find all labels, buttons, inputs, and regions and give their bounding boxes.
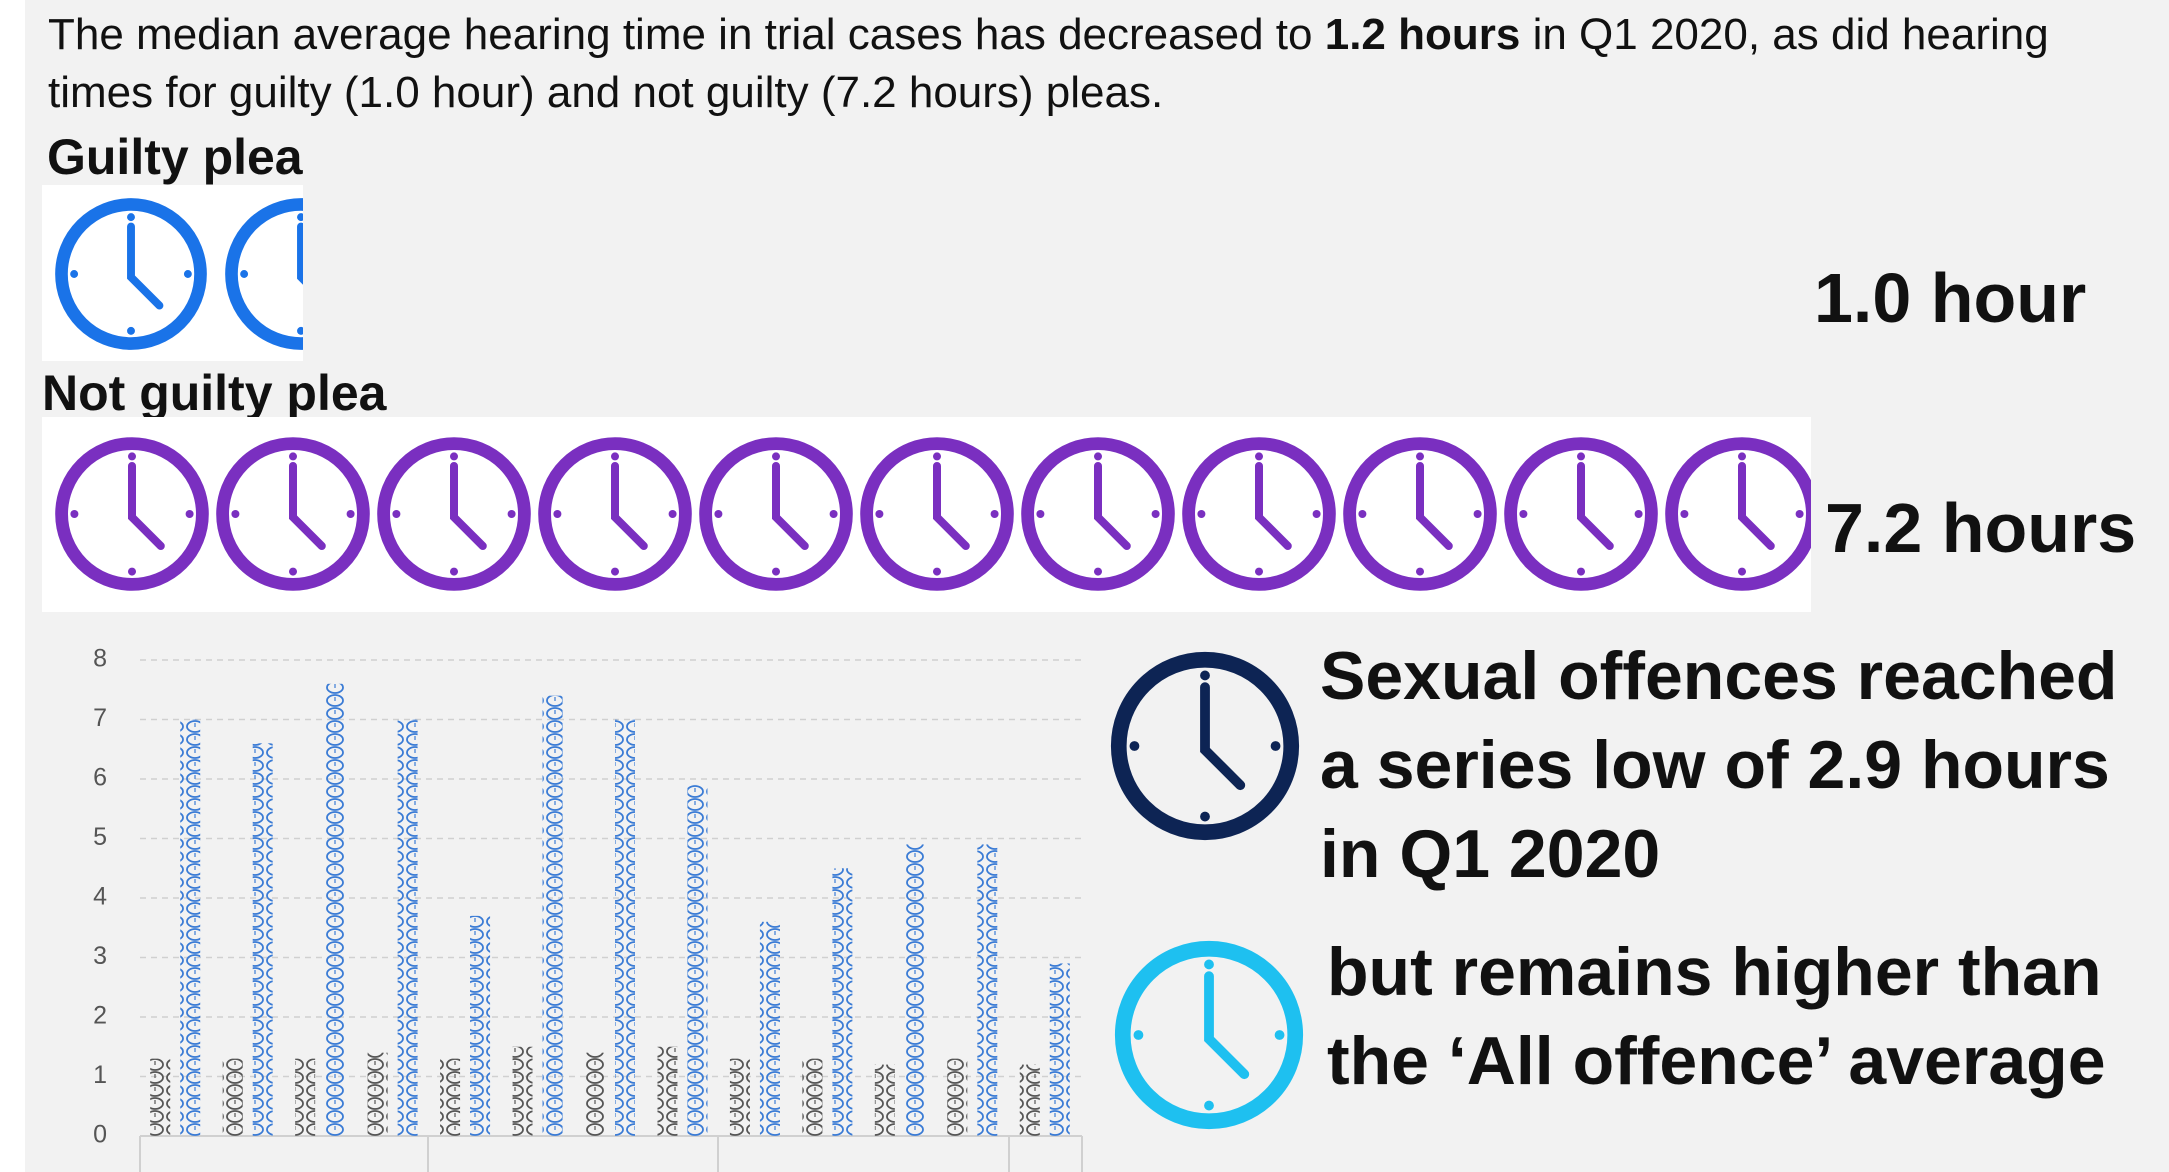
guilty-label: Guilty plea: [47, 129, 303, 185]
guilty-value: 1.0 hour: [1814, 259, 2087, 337]
chart: 0 1 2 3 4 5 6 7 8: [93, 645, 1083, 1172]
intro-before: The median average hearing time in trial…: [48, 10, 1325, 59]
intro-after: in Q1 2020, as did hearing times for gui…: [48, 10, 2049, 117]
bar: [150, 1058, 171, 1136]
callout-icon: [1107, 648, 1303, 844]
not-guilty-value: 7.2 hours: [1825, 489, 2137, 567]
y-tick-label: 8: [93, 645, 107, 673]
y-tick-label: 2: [93, 1002, 107, 1030]
bar: [180, 719, 201, 1136]
y-tick-label: 1: [93, 1061, 107, 1089]
bar: [729, 1058, 750, 1136]
bar: [947, 1058, 968, 1136]
y-tick-label: 7: [93, 704, 107, 732]
y-tick-label: 5: [93, 823, 107, 851]
not-guilty-label: Not guilty plea: [42, 365, 387, 421]
bar: [222, 1058, 243, 1136]
bar: [470, 915, 491, 1136]
bar: [657, 1046, 678, 1136]
clock-icon: [1350, 444, 1491, 585]
y-tick-label: 6: [93, 764, 107, 792]
y-tick-label: 3: [93, 942, 107, 970]
y-tick-label: 0: [93, 1121, 107, 1149]
callout-icon: [1111, 937, 1307, 1133]
y-tick-label: 4: [93, 883, 107, 911]
bar: [325, 683, 346, 1136]
bar: [585, 1052, 605, 1136]
bar: [1049, 963, 1070, 1136]
callout-text: Sexual offences reached a series low of …: [1320, 638, 2118, 892]
bar: [1019, 1064, 1040, 1136]
infographic: The median average hearing time in trial…: [25, 0, 2169, 1172]
intro-text: The median average hearing time in trial…: [48, 6, 2058, 122]
bar: [512, 1046, 533, 1136]
bar: [542, 695, 563, 1136]
clock-icon: [1672, 444, 1811, 585]
bar: [252, 743, 273, 1136]
intro-bold: 1.2 hours: [1324, 10, 1521, 59]
bar: [802, 1058, 823, 1136]
bar: [874, 1064, 895, 1136]
bar: [615, 719, 635, 1136]
guilty-clocks: [42, 185, 303, 361]
bar: [904, 844, 925, 1136]
bar: [440, 1058, 461, 1136]
clock-icon: [1189, 444, 1330, 585]
callout-text: but remains higher than the ‘All offence…: [1327, 934, 2106, 1099]
bar: [397, 719, 418, 1136]
bar: [687, 784, 708, 1136]
bar: [832, 868, 853, 1136]
bar: [367, 1052, 388, 1136]
clock-icon: [1511, 444, 1652, 585]
bar: [977, 844, 998, 1136]
bar: [759, 921, 780, 1136]
not-guilty-clocks: [42, 417, 1811, 612]
bar: [295, 1058, 316, 1136]
